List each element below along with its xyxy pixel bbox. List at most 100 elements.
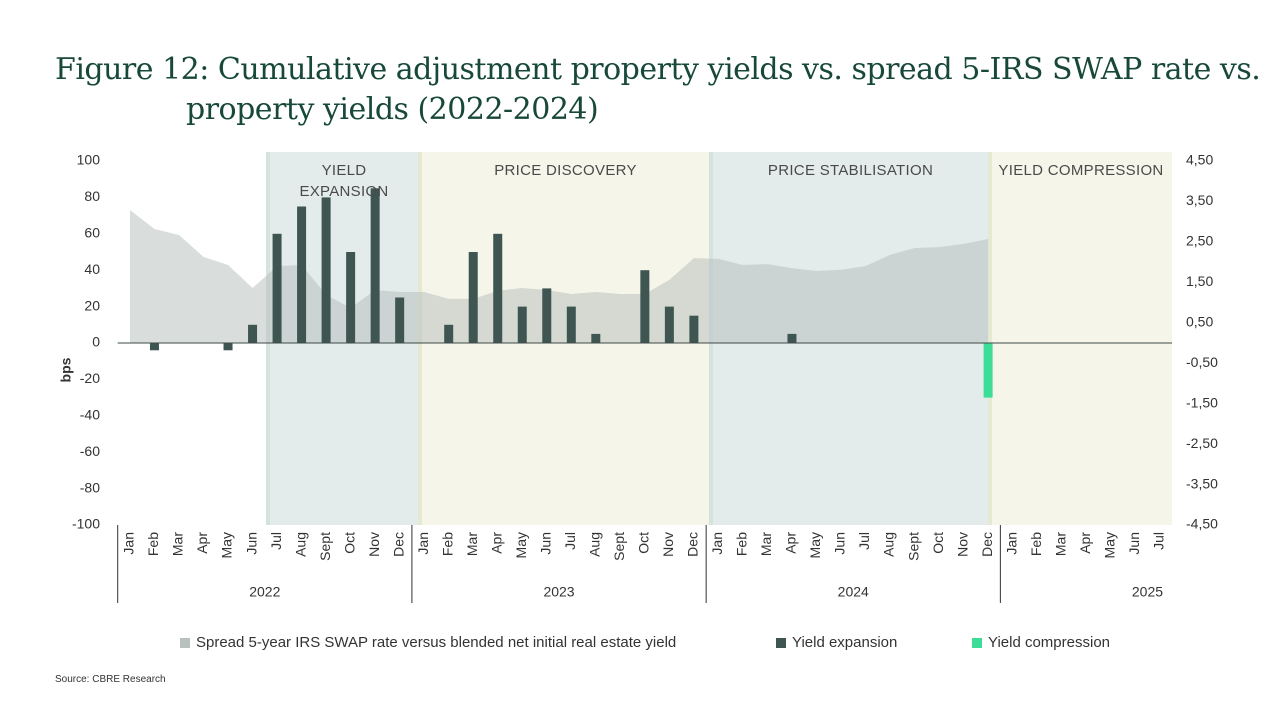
legend-label: Yield compression bbox=[988, 634, 1110, 651]
bar bbox=[248, 324, 258, 343]
x-tick-label: Sept bbox=[317, 532, 333, 561]
bar bbox=[983, 343, 993, 398]
x-tick-label: Apr bbox=[194, 532, 210, 554]
x-tick-label: Feb bbox=[1028, 532, 1044, 556]
x-tick-label: Jan bbox=[121, 532, 137, 555]
x-tick-label: Apr bbox=[783, 532, 799, 554]
y-tick-label: 100 bbox=[77, 152, 101, 168]
bar bbox=[272, 233, 282, 343]
bar bbox=[689, 315, 699, 343]
phase-label: PRICE DISCOVERY bbox=[494, 162, 637, 179]
x-tick-label: Dec bbox=[390, 532, 406, 557]
source: Source: CBRE Research bbox=[55, 674, 166, 685]
y-tick-label: -100 bbox=[72, 516, 100, 532]
x-tick-label: Mar bbox=[1052, 532, 1068, 556]
x-tick-label: May bbox=[1101, 532, 1117, 558]
bar bbox=[640, 270, 650, 343]
x-tick-label: Apr bbox=[488, 532, 504, 554]
x-tick-label: Apr bbox=[1077, 532, 1093, 554]
x-tick-label: Feb bbox=[439, 532, 455, 556]
x-tick-label: Aug bbox=[881, 532, 897, 557]
bar bbox=[321, 197, 331, 343]
phase-label: YIELD COMPRESSION bbox=[998, 162, 1164, 179]
bar bbox=[787, 333, 797, 343]
x-tick-label: Mar bbox=[464, 532, 480, 556]
chart-title: Figure 12: Cumulative adjustment propert… bbox=[55, 52, 1261, 127]
y2-tick-label: 4,50 bbox=[1186, 152, 1213, 168]
y2-tick-label: -2,50 bbox=[1186, 435, 1218, 451]
x-tick-label: Jul bbox=[856, 532, 872, 550]
x-tick-label: Feb bbox=[734, 532, 750, 556]
bar bbox=[149, 343, 159, 351]
x-tick-label: Oct bbox=[341, 532, 357, 554]
x-tick-label: Jan bbox=[709, 532, 725, 555]
y-tick-label: 20 bbox=[84, 297, 100, 313]
y-tick-label: -40 bbox=[80, 407, 100, 423]
legend-label: Yield expansion bbox=[792, 634, 898, 651]
bar bbox=[444, 324, 454, 343]
x-tick-label: Jun bbox=[537, 532, 553, 555]
bar bbox=[493, 233, 503, 343]
y2-tick-label: 0,50 bbox=[1186, 313, 1213, 329]
x-tick-label: Dec bbox=[979, 532, 995, 557]
y-tick-label: 80 bbox=[84, 188, 100, 204]
y-tick-label: -20 bbox=[80, 370, 100, 386]
y2-tick-label: -3,50 bbox=[1186, 475, 1218, 491]
bar bbox=[370, 188, 380, 343]
y2-tick-label: 3,50 bbox=[1186, 192, 1213, 208]
y2-tick-label: -0,50 bbox=[1186, 354, 1218, 370]
y2-tick-label: -4,50 bbox=[1186, 516, 1218, 532]
y-axis-label: bps bbox=[58, 357, 74, 382]
phase-label: PRICE STABILISATION bbox=[767, 162, 934, 179]
y-tick-label: 0 bbox=[92, 334, 100, 350]
x-tick-label: Jun bbox=[832, 532, 848, 555]
x-tick-label: Jul bbox=[1150, 532, 1166, 550]
x-tick-label: Oct bbox=[636, 532, 652, 554]
x-tick-label: Jan bbox=[1003, 532, 1019, 555]
x-tick-label: Nov bbox=[660, 532, 676, 557]
legend-swatch bbox=[776, 637, 786, 648]
year-label: 2023 bbox=[543, 584, 574, 600]
bar bbox=[517, 306, 527, 343]
x-tick-label: Oct bbox=[930, 532, 946, 554]
phase-label: YIELD EXPANSION bbox=[299, 162, 389, 200]
x-tick-label: Jul bbox=[268, 532, 284, 550]
y-tick-label: 40 bbox=[84, 261, 100, 277]
phase-band bbox=[990, 152, 1172, 525]
bar bbox=[664, 306, 674, 343]
x-tick-label: Mar bbox=[758, 532, 774, 556]
year-label: 2024 bbox=[838, 584, 869, 600]
x-tick-label: Aug bbox=[587, 532, 603, 557]
bar bbox=[223, 343, 233, 351]
legend-item: Spread 5-year IRS SWAP rate versus blend… bbox=[180, 634, 676, 651]
x-tick-label: Sept bbox=[905, 532, 921, 561]
legend-item: Yield compression bbox=[972, 634, 1110, 651]
year-label: 2022 bbox=[249, 584, 280, 600]
legend-item: Yield expansion bbox=[776, 634, 897, 651]
area bbox=[129, 209, 989, 343]
x-tick-label: May bbox=[513, 532, 529, 558]
x-tick-label: Jul bbox=[562, 532, 578, 550]
x-tick-label: Mar bbox=[170, 532, 186, 556]
x-tick-label: Jun bbox=[243, 532, 259, 555]
x-tick-label: Aug bbox=[292, 532, 308, 557]
bar bbox=[468, 252, 478, 343]
x-tick-label: Sept bbox=[611, 532, 627, 561]
bar bbox=[297, 206, 307, 343]
x-tick-label: Nov bbox=[366, 532, 382, 557]
y-tick-label: 60 bbox=[84, 225, 100, 241]
bar bbox=[346, 252, 356, 343]
y2-tick-label: 1,50 bbox=[1186, 273, 1213, 289]
year-label: 2025 bbox=[1132, 584, 1163, 600]
x-tick-label: Feb bbox=[145, 532, 161, 556]
x-tick-label: May bbox=[219, 532, 235, 558]
bar bbox=[395, 297, 405, 343]
bar bbox=[566, 306, 576, 343]
bar bbox=[591, 333, 601, 343]
x-tick-label: Jun bbox=[1126, 532, 1142, 555]
x-tick-label: May bbox=[807, 532, 823, 558]
legend-swatch bbox=[972, 637, 982, 648]
x-tick-label: Dec bbox=[685, 532, 701, 557]
